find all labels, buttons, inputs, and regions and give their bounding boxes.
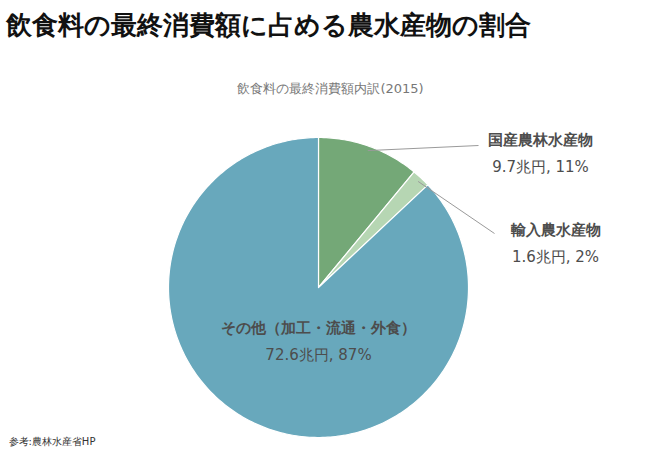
svg-text:参考:農林水産省HP: 参考:農林水産省HP [9, 436, 96, 447]
html-text:飲食料の最終消費額に占める農水産物の割合: 飲食料の最終消費額に占める農水産物の割合 [6, 10, 531, 40]
svg-text:輸入農水産物: 輸入農水産物 [510, 221, 601, 239]
svg-text:その他（加工・流通・外食）: その他（加工・流通・外食） [221, 319, 416, 337]
svg-text:国産農林水産物: 国産農林水産物 [488, 131, 593, 149]
svg-text:飲食料の最終消費額内訳(2015): 飲食料の最終消費額内訳(2015) [237, 81, 423, 96]
svg-text:1.6兆円, 2%: 1.6兆円, 2% [512, 248, 599, 266]
svg-text:72.6兆円, 87%: 72.6兆円, 87% [265, 346, 371, 364]
svg-text:9.7兆円, 11%: 9.7兆円, 11% [492, 158, 589, 176]
